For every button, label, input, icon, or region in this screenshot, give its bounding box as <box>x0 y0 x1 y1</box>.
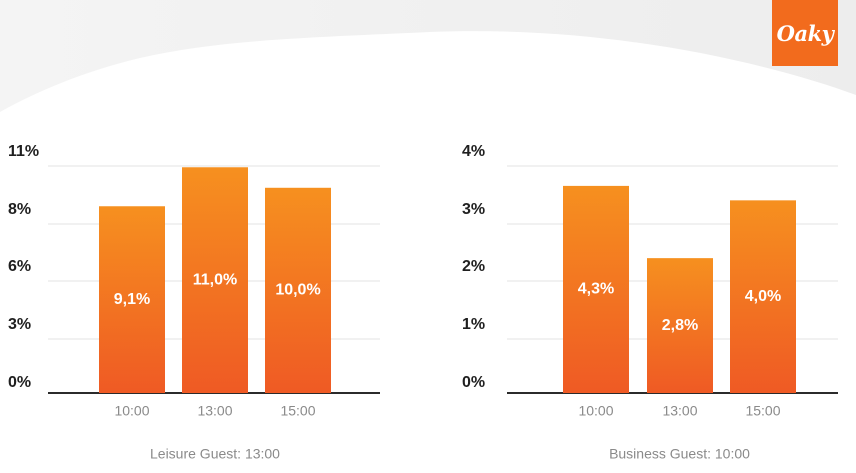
y-tick-label: 3% <box>8 316 31 333</box>
y-tick-label: 6% <box>8 258 31 275</box>
x-tick-label: 10:00 <box>114 403 149 419</box>
data-label: 11,0% <box>193 271 237 288</box>
x-tick-label: 13:00 <box>197 403 232 419</box>
bar <box>730 200 796 393</box>
y-tick-label: 4% <box>462 143 485 160</box>
chart-caption: Leisure Guest: 13:00 <box>150 446 280 462</box>
bar <box>563 185 629 393</box>
y-tick-label: 8% <box>8 201 31 218</box>
chart-leisure-guest: 0% 3% 6% 8% 11% 9,1% 10:00 11,0% 13:00 10,0% 15:00… <box>8 143 380 462</box>
data-label: 4,3% <box>578 281 614 298</box>
x-tick-label: 13:00 <box>662 403 697 419</box>
chart-caption: Business Guest: 10:00 <box>609 446 750 462</box>
bar <box>265 187 331 393</box>
x-tick-label: 15:00 <box>745 403 780 419</box>
data-label: 9,1% <box>114 291 150 308</box>
data-label: 4,0% <box>745 288 781 305</box>
bar <box>182 167 248 393</box>
y-tick-label: 1% <box>462 316 485 333</box>
chart-business-guest: 0% 1% 2% 3% 4% 4,3% 10:00 2,8% 13:00 4,0% 15:00 Bus… <box>462 143 838 462</box>
data-label: 2,8% <box>662 317 698 334</box>
data-label: 10,0% <box>275 282 320 299</box>
y-tick-label: 0% <box>8 374 31 391</box>
x-tick-label: 15:00 <box>280 403 315 419</box>
y-tick-label: 3% <box>462 201 485 218</box>
bar <box>99 206 165 393</box>
x-tick-label: 10:00 <box>578 403 613 419</box>
bar <box>647 258 713 393</box>
brand-logo: Oaky <box>772 0 838 66</box>
y-tick-label: 2% <box>462 258 485 275</box>
y-tick-label: 0% <box>462 374 485 391</box>
brand-logo-text: Oaky <box>776 20 834 46</box>
y-tick-label: 11% <box>8 143 39 160</box>
